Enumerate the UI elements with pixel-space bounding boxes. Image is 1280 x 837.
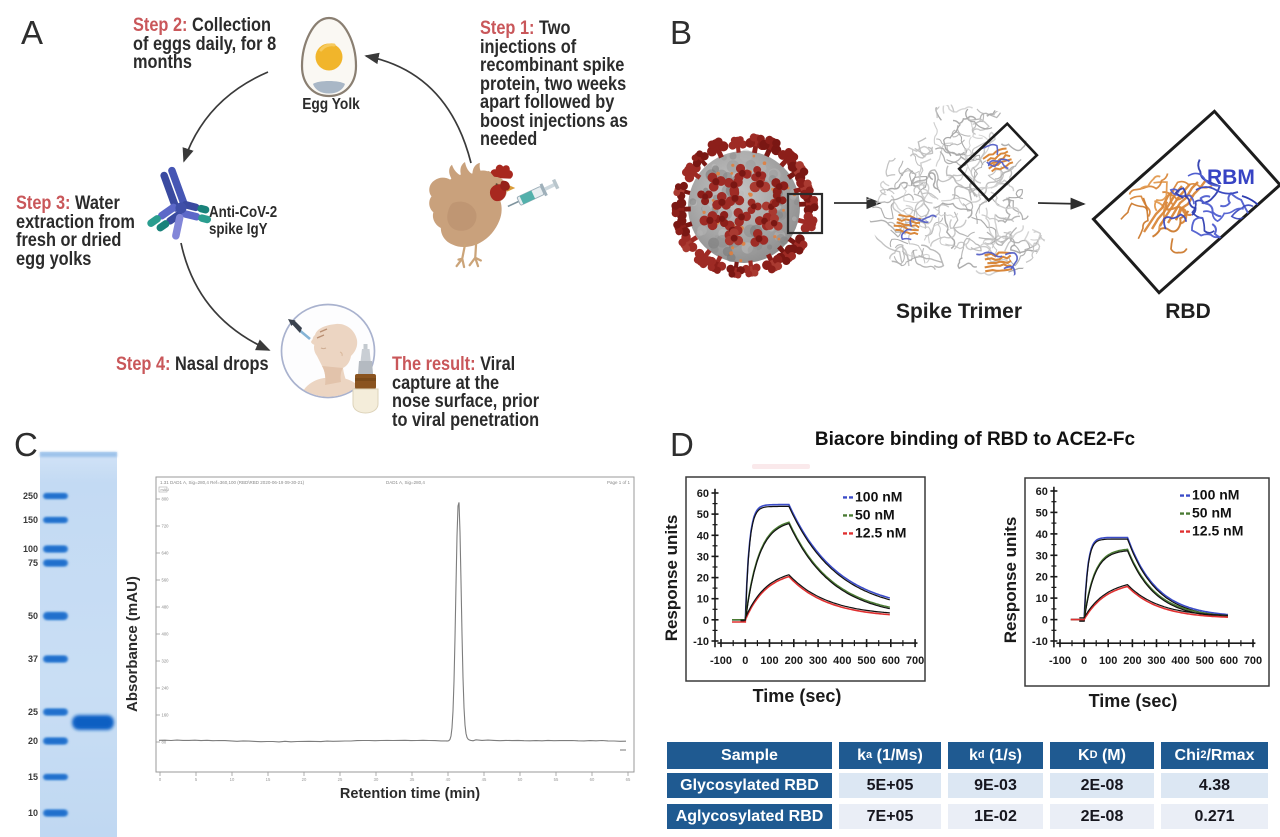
svg-text:15: 15 bbox=[28, 772, 38, 782]
svg-text:20: 20 bbox=[28, 736, 38, 746]
svg-text:20: 20 bbox=[697, 573, 709, 585]
svg-text:560: 560 bbox=[162, 578, 170, 583]
svg-text:Spike Trimer: Spike Trimer bbox=[896, 300, 1022, 323]
svg-text:0: 0 bbox=[1081, 655, 1087, 667]
svg-text:320: 320 bbox=[162, 659, 170, 664]
svg-text:20: 20 bbox=[302, 777, 307, 782]
svg-text:0: 0 bbox=[703, 615, 709, 627]
svg-text:400: 400 bbox=[162, 632, 170, 637]
svg-text:mAU: mAU bbox=[161, 488, 170, 492]
svg-text:100: 100 bbox=[760, 655, 778, 667]
svg-text:30: 30 bbox=[697, 551, 709, 563]
svg-text:800: 800 bbox=[162, 497, 170, 502]
svg-text:480: 480 bbox=[162, 605, 170, 610]
svg-text:DAD1 A, Sig=280,4: DAD1 A, Sig=280,4 bbox=[386, 480, 425, 485]
svg-text:1.31 DAD1 A, Sig=280,4 Ref=360: 1.31 DAD1 A, Sig=280,4 Ref=360,100 (RBD\… bbox=[160, 480, 305, 485]
svg-text:500: 500 bbox=[1196, 655, 1214, 667]
svg-text:50 nM: 50 nM bbox=[1192, 505, 1232, 521]
svg-text:80: 80 bbox=[162, 740, 167, 745]
svg-text:700: 700 bbox=[1244, 655, 1262, 667]
svg-text:Response units: Response units bbox=[662, 515, 681, 642]
svg-text:0: 0 bbox=[159, 777, 162, 782]
svg-text:35: 35 bbox=[410, 777, 415, 782]
svg-text:12.5 nM: 12.5 nM bbox=[855, 524, 906, 540]
svg-text:25: 25 bbox=[338, 777, 343, 782]
svg-text:10: 10 bbox=[28, 808, 38, 818]
svg-text:700: 700 bbox=[906, 655, 924, 667]
svg-text:75: 75 bbox=[28, 558, 38, 568]
svg-text:300: 300 bbox=[1147, 655, 1165, 667]
svg-text:50: 50 bbox=[28, 611, 38, 621]
svg-text:600: 600 bbox=[1220, 655, 1238, 667]
svg-text:500: 500 bbox=[857, 655, 875, 667]
svg-text:200: 200 bbox=[785, 655, 803, 667]
svg-text:Absorbance (mAU): Absorbance (mAU) bbox=[124, 576, 141, 712]
svg-text:10: 10 bbox=[230, 777, 235, 782]
svg-text:40: 40 bbox=[1036, 529, 1048, 541]
svg-text:50: 50 bbox=[1036, 507, 1048, 519]
svg-text:-10: -10 bbox=[1032, 636, 1048, 648]
svg-text:100: 100 bbox=[1099, 655, 1117, 667]
svg-text:40: 40 bbox=[446, 777, 451, 782]
svg-text:30: 30 bbox=[374, 777, 379, 782]
svg-text:150: 150 bbox=[23, 515, 38, 525]
svg-text:12.5 nM: 12.5 nM bbox=[1192, 523, 1243, 539]
svg-text:25: 25 bbox=[28, 707, 38, 717]
svg-text:50: 50 bbox=[697, 509, 709, 521]
svg-text:RBD: RBD bbox=[1165, 300, 1211, 323]
svg-text:-100: -100 bbox=[1049, 655, 1071, 667]
svg-text:-10: -10 bbox=[693, 636, 709, 648]
svg-text:5: 5 bbox=[195, 777, 198, 782]
svg-text:400: 400 bbox=[833, 655, 851, 667]
svg-text:Time (sec): Time (sec) bbox=[1089, 691, 1178, 711]
svg-text:100 nM: 100 nM bbox=[1192, 487, 1239, 503]
svg-text:300: 300 bbox=[809, 655, 827, 667]
svg-text:0: 0 bbox=[742, 655, 748, 667]
svg-text:60: 60 bbox=[590, 777, 595, 782]
svg-text:60: 60 bbox=[1036, 486, 1048, 498]
svg-text:100: 100 bbox=[23, 544, 38, 554]
svg-text:37: 37 bbox=[28, 654, 38, 664]
svg-text:50: 50 bbox=[518, 777, 523, 782]
svg-text:400: 400 bbox=[1171, 655, 1189, 667]
svg-text:40: 40 bbox=[697, 530, 709, 542]
svg-text:720: 720 bbox=[162, 524, 170, 529]
svg-text:640: 640 bbox=[162, 551, 170, 556]
svg-text:20: 20 bbox=[1036, 572, 1048, 584]
svg-text:10: 10 bbox=[1036, 593, 1048, 605]
svg-text:Page 1 of 1: Page 1 of 1 bbox=[607, 480, 631, 485]
svg-text:55: 55 bbox=[554, 777, 559, 782]
svg-text:50 nM: 50 nM bbox=[855, 506, 895, 522]
svg-text:Time (sec): Time (sec) bbox=[753, 686, 842, 706]
svg-text:-100: -100 bbox=[710, 655, 732, 667]
svg-text:600: 600 bbox=[882, 655, 900, 667]
svg-text:100 nM: 100 nM bbox=[855, 488, 902, 504]
svg-text:200: 200 bbox=[1123, 655, 1141, 667]
svg-text:RBM: RBM bbox=[1207, 166, 1255, 189]
svg-text:45: 45 bbox=[482, 777, 487, 782]
svg-text:0: 0 bbox=[1042, 615, 1048, 627]
svg-text:160: 160 bbox=[162, 713, 170, 718]
svg-text:Response units: Response units bbox=[1001, 517, 1020, 644]
svg-text:65: 65 bbox=[626, 777, 631, 782]
svg-text:250: 250 bbox=[23, 491, 38, 501]
svg-text:15: 15 bbox=[266, 777, 271, 782]
svg-text:30: 30 bbox=[1036, 550, 1048, 562]
svg-text:60: 60 bbox=[697, 488, 709, 500]
svg-text:240: 240 bbox=[162, 686, 170, 691]
svg-text:Retention time (min): Retention time (min) bbox=[340, 786, 480, 802]
svg-text:10: 10 bbox=[697, 594, 709, 606]
